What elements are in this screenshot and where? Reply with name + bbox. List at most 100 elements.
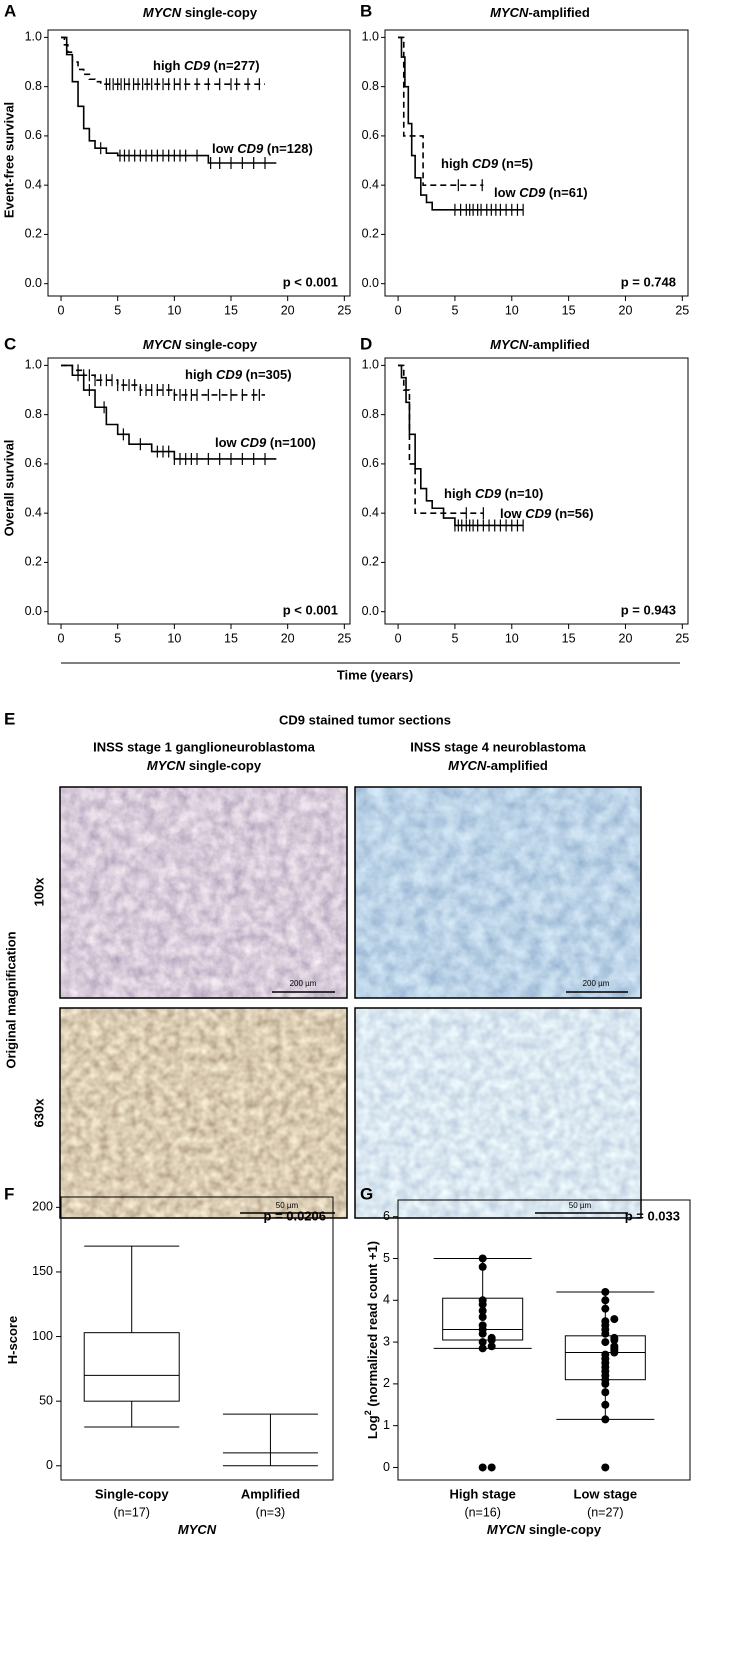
data-point [610, 1315, 619, 1324]
y-tick-label: 0.4 [25, 505, 42, 519]
micrograph-border [354, 1007, 642, 1219]
scale-bar-label: 200 µm [583, 979, 610, 988]
y-tick-label: 0.8 [362, 407, 379, 421]
panel-letter: E [4, 709, 15, 728]
y-tick-label: 0.2 [362, 227, 379, 241]
micrograph-border [59, 786, 348, 999]
survival-curve [398, 36, 524, 211]
panel-letter: A [4, 1, 16, 20]
side-label: Original magnification [3, 931, 18, 1068]
scale-bar-label: 50 µm [569, 1201, 592, 1210]
panel-letter: B [360, 1, 372, 20]
y-tick-label: 0.8 [362, 79, 379, 93]
x-axis-label: Time (years) [337, 667, 413, 682]
text-part: MYCN [487, 1522, 526, 1537]
text-part: single-copy [185, 758, 262, 773]
text-part: MYCN [147, 758, 186, 773]
data-point [478, 1321, 487, 1330]
panel-title: MYCN single-copy [143, 5, 258, 20]
x-tick-label: 25 [337, 303, 351, 317]
row-label: 630x [31, 1098, 46, 1128]
y-tick-label: 0.0 [25, 276, 42, 290]
x-tick-label: 0 [395, 631, 402, 645]
plot-frame [60, 1196, 334, 1481]
y-tick-label: 0.0 [362, 276, 379, 290]
plot-frame [384, 357, 689, 625]
panel-title: MYCN-amplified [490, 337, 590, 352]
x-tick-label: 20 [619, 631, 633, 645]
series-label: low CD9 (n=128) [212, 141, 313, 156]
y-tick-label: 2 [383, 1376, 390, 1390]
x-tick-label: 15 [224, 303, 238, 317]
y-tick-label: 3 [383, 1334, 390, 1348]
data-point [601, 1463, 610, 1472]
y-axis-label: Event-free survival [1, 102, 16, 218]
x-tick-label: 5 [114, 303, 121, 317]
x-tick-label: 15 [562, 631, 576, 645]
x-tick-label: 10 [167, 631, 181, 645]
data-point [601, 1400, 610, 1409]
x-tick-label: 15 [224, 631, 238, 645]
x-axis-label: MYCN single-copy [487, 1522, 602, 1537]
data-point [478, 1254, 487, 1263]
text-part: (n=61) [545, 185, 587, 200]
p-value: p < 0.001 [283, 274, 338, 289]
y-axis-label: Log2 (normalized read count +1) [363, 1241, 380, 1439]
n-label: (n=17) [113, 1505, 149, 1519]
data-point [601, 1287, 610, 1296]
survival-curve [398, 36, 484, 186]
n-label: (n=16) [464, 1505, 500, 1519]
y-tick-label: 0.8 [25, 79, 42, 93]
x-tick-label: 5 [451, 631, 458, 645]
y-axis-label: Overall survival [1, 440, 16, 537]
p-value: p = 0.748 [621, 274, 676, 289]
series-label: high CD9 (n=305) [185, 367, 292, 382]
series-label: high CD9 (n=277) [153, 58, 260, 73]
x-tick-label: 5 [451, 303, 458, 317]
x-tick-label: 15 [562, 303, 576, 317]
survival-curve [61, 36, 277, 164]
y-tick-label: 1.0 [362, 358, 379, 372]
data-point [601, 1388, 610, 1397]
data-point [601, 1296, 610, 1305]
text-part: 2 [363, 1410, 373, 1415]
text-part: MYCN [143, 5, 182, 20]
data-point [601, 1338, 610, 1347]
y-tick-label: 150 [32, 1264, 53, 1278]
x-tick-label: High stage [449, 1486, 515, 1501]
series-label: low CD9 (n=56) [500, 506, 594, 521]
micrograph [355, 1008, 641, 1218]
data-point [478, 1344, 487, 1353]
micrograph [60, 1008, 347, 1218]
y-tick-label: 100 [32, 1329, 53, 1343]
x-tick-label: 25 [675, 631, 689, 645]
panel-title: MYCN-amplified [490, 5, 590, 20]
panel-title: CD9 stained tumor sections [279, 712, 451, 727]
text-part: (n=128) [263, 141, 313, 156]
x-tick-label: 0 [58, 303, 65, 317]
text-part: -amplified [528, 337, 589, 352]
y-tick-label: 4 [383, 1293, 390, 1307]
y-tick-label: 200 [32, 1200, 53, 1214]
y-tick-label: 0.4 [362, 505, 379, 519]
data-point [601, 1415, 610, 1424]
y-tick-label: 0 [383, 1460, 390, 1474]
y-tick-label: 1.0 [25, 30, 42, 44]
box [83, 1332, 180, 1402]
data-point [487, 1333, 496, 1342]
text-part: (n=305) [242, 367, 292, 382]
x-tick-label: 10 [505, 631, 519, 645]
data-point [610, 1342, 619, 1351]
text-part: Log [365, 1415, 380, 1439]
y-tick-label: 0.0 [362, 604, 379, 618]
plot-frame [397, 1199, 691, 1481]
micrograph [60, 787, 347, 998]
panel-letter: C [4, 334, 16, 353]
text-part: MYCN [178, 1522, 217, 1537]
survival-curve [398, 364, 524, 527]
y-tick-label: 0 [46, 1458, 53, 1472]
x-tick-label: Amplified [241, 1486, 300, 1501]
panel-letter: F [4, 1184, 14, 1203]
data-point [478, 1338, 487, 1347]
text-part: high [185, 367, 216, 382]
